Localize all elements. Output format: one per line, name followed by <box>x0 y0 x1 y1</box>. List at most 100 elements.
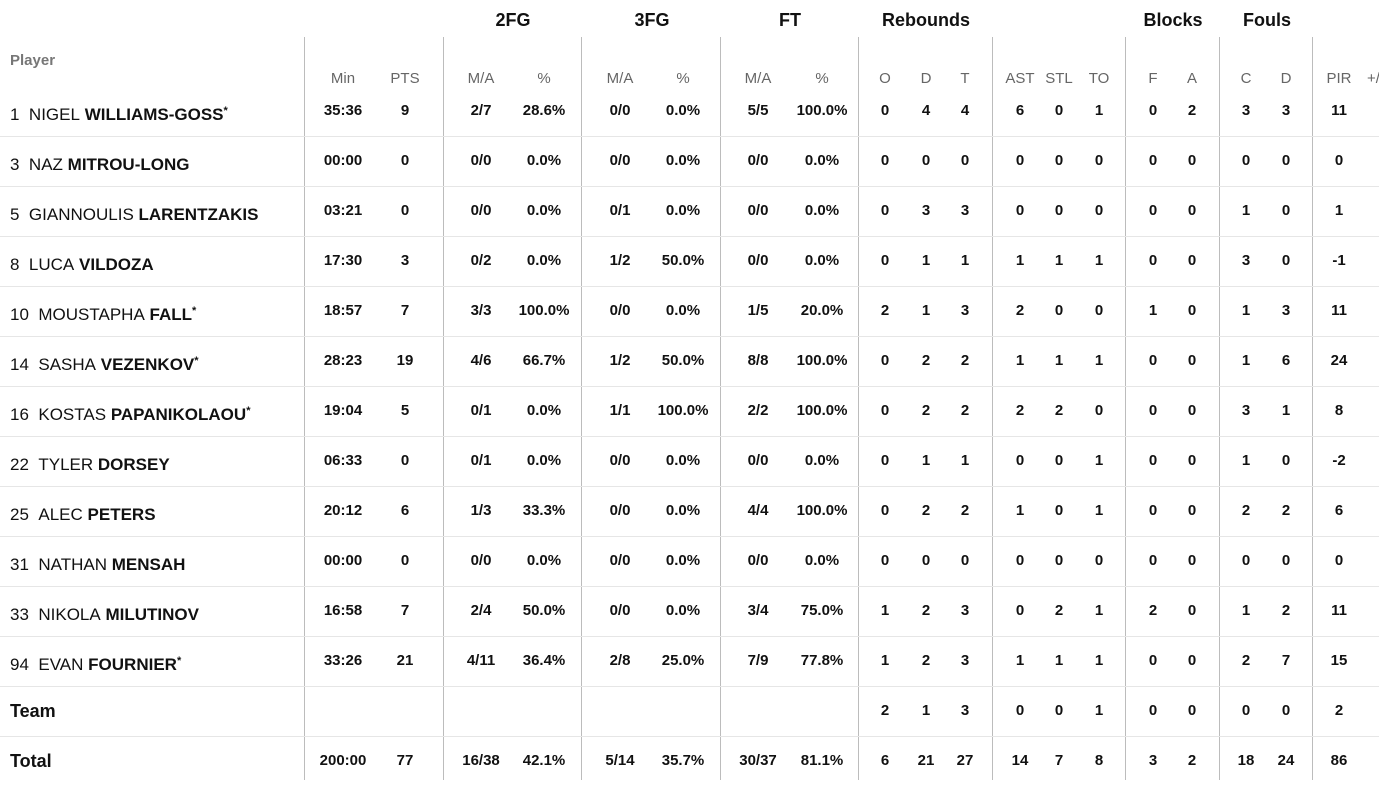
player-name: 94 EVAN FOURNIER* <box>10 636 181 686</box>
stat-pts: 7 <box>400 302 410 319</box>
total-label: Total <box>10 751 52 771</box>
stat-reb_o: 0 <box>880 152 890 169</box>
subheader-foul_c: C <box>1240 70 1252 87</box>
player-last-name: VEZENKOV <box>100 355 195 374</box>
stat-foul_c: 3 <box>1241 402 1251 419</box>
stat-ast: 0 <box>1015 552 1025 569</box>
stat-reb_t: 2 <box>960 502 970 519</box>
stat-blk_f: 0 <box>1148 502 1158 519</box>
player-number: 16 <box>10 405 29 424</box>
player-name: 1 NIGEL WILLIAMS-GOSS* <box>10 86 228 136</box>
stat-blk_f: 0 <box>1148 202 1158 219</box>
stat-fg2_pct: 0.0% <box>526 452 562 469</box>
stat-fg3_pct: 0.0% <box>665 152 701 169</box>
stat-foul_d: 3 <box>1281 302 1291 319</box>
subheader-foul_d: D <box>1280 70 1292 87</box>
stat-foul_d: 0 <box>1281 252 1291 269</box>
total-stat-fg3_pct: 35.7% <box>661 752 705 769</box>
stat-ft_ma: 0/0 <box>747 252 769 269</box>
stat-ft_ma: 3/4 <box>747 602 769 619</box>
stat-foul_c: 0 <box>1241 152 1251 169</box>
stat-pir: 1 <box>1334 202 1344 219</box>
team-stat-stl: 0 <box>1054 702 1064 719</box>
stat-ft_pct: 100.0% <box>796 352 848 369</box>
stat-blk_f: 0 <box>1148 352 1158 369</box>
stat-reb_d: 1 <box>921 252 931 269</box>
stat-pir: 6 <box>1334 502 1344 519</box>
header-ft: FT <box>779 10 801 30</box>
stat-fg2_ma: 4/6 <box>470 352 492 369</box>
player-name: 8 LUCA VILDOZA <box>10 236 154 286</box>
starter-marker: * <box>223 105 228 117</box>
stat-reb_d: 0 <box>921 152 931 169</box>
stat-ast: 1 <box>1015 502 1025 519</box>
stat-pts: 0 <box>400 452 410 469</box>
stat-reb_t: 3 <box>960 652 970 669</box>
subheader-fg2_pct: % <box>537 70 551 87</box>
stat-blk_a: 0 <box>1187 602 1197 619</box>
row-separator <box>0 236 1379 237</box>
stat-fg2_pct: 50.0% <box>522 602 566 619</box>
stat-pir: 0 <box>1334 152 1344 169</box>
player-name: 10 MOUSTAPHA FALL* <box>10 286 196 336</box>
player-first-name: ALEC <box>38 505 83 524</box>
stat-fg3_ma: 0/0 <box>609 552 631 569</box>
stat-reb_o: 0 <box>880 452 890 469</box>
stat-ft_ma: 0/0 <box>747 152 769 169</box>
stat-fg2_ma: 3/3 <box>470 302 492 319</box>
stat-reb_t: 1 <box>960 252 970 269</box>
player-name: 22 TYLER DORSEY <box>10 436 170 486</box>
stat-reb_o: 0 <box>880 552 890 569</box>
stat-fg3_ma: 1/2 <box>609 352 631 369</box>
team-stat-reb_t: 3 <box>960 702 970 719</box>
stat-ft_ma: 5/5 <box>747 102 769 119</box>
player-last-name: FOURNIER <box>88 655 177 674</box>
stat-ft_pct: 0.0% <box>804 152 840 169</box>
header-rebounds: Rebounds <box>882 10 970 30</box>
player-number: 31 <box>10 555 29 574</box>
stat-pir: 24 <box>1330 352 1348 369</box>
table-row: 94 EVAN FOURNIER* 33:26 21 4/11 36.4% 2/8 25.0… <box>0 636 1379 686</box>
stat-foul_d: 0 <box>1281 152 1291 169</box>
player-name: 31 NATHAN MENSAH <box>10 536 185 586</box>
player-number: 5 <box>10 205 20 224</box>
stat-fg2_pct: 0.0% <box>526 252 562 269</box>
divider <box>581 37 582 780</box>
header-fouls: Fouls <box>1243 10 1291 30</box>
subheader-fg2_ma: M/A <box>467 70 495 87</box>
row-separator <box>0 136 1379 137</box>
player-first-name: NAZ <box>28 155 63 174</box>
stat-ast: 1 <box>1015 352 1025 369</box>
stat-min: 00:00 <box>323 152 363 169</box>
table-row: 25 ALEC PETERS 20:12 6 1/3 33.3% 0/0 0.0% 4/4 10… <box>0 486 1379 536</box>
stat-ft_pct: 0.0% <box>804 452 840 469</box>
stat-blk_a: 0 <box>1187 352 1197 369</box>
table-row: 5 GIANNOULIS LARENTZAKIS 03:21 0 0/0 0.0% 0/1… <box>0 186 1379 236</box>
header-2fg: 2FG <box>495 10 531 30</box>
stat-fg3_ma: 0/0 <box>609 602 631 619</box>
stat-ft_pct: 100.0% <box>796 102 848 119</box>
team-stat-ast: 0 <box>1015 702 1025 719</box>
stat-foul_c: 1 <box>1241 452 1251 469</box>
stat-to: 1 <box>1094 502 1104 519</box>
stat-stl: 1 <box>1054 252 1064 269</box>
stat-fg3_pct: 0.0% <box>665 452 701 469</box>
stat-ast: 6 <box>1015 102 1025 119</box>
starter-marker: * <box>176 655 182 667</box>
subheader-fg3_pct: % <box>676 70 690 87</box>
stat-stl: 2 <box>1054 402 1064 419</box>
stat-ft_ma: 4/4 <box>747 502 769 519</box>
table-row: 31 NATHAN MENSAH 00:00 0 0/0 0.0% 0/0 0.0% 0/0 0… <box>0 536 1379 586</box>
stat-fg3_pct: 0.0% <box>665 302 701 319</box>
stat-foul_d: 1 <box>1281 402 1291 419</box>
stat-ft_ma: 0/0 <box>747 202 769 219</box>
stat-fg2_ma: 0/0 <box>470 152 492 169</box>
stat-reb_d: 1 <box>921 302 931 319</box>
table-row: 8 LUCA VILDOZA 17:30 3 0/2 0.0% 1/2 50.0% 0/0 0.… <box>0 236 1379 286</box>
subheader-fg3_ma: M/A <box>606 70 634 87</box>
stat-fg2_ma: 4/11 <box>466 652 496 669</box>
stat-fg2_ma: 0/1 <box>470 402 492 419</box>
table-row: 22 TYLER DORSEY 06:33 0 0/1 0.0% 0/0 0.0% 0/0 0.… <box>0 436 1379 486</box>
stat-foul_d: 7 <box>1281 652 1291 669</box>
stat-fg3_pct: 50.0% <box>661 352 705 369</box>
